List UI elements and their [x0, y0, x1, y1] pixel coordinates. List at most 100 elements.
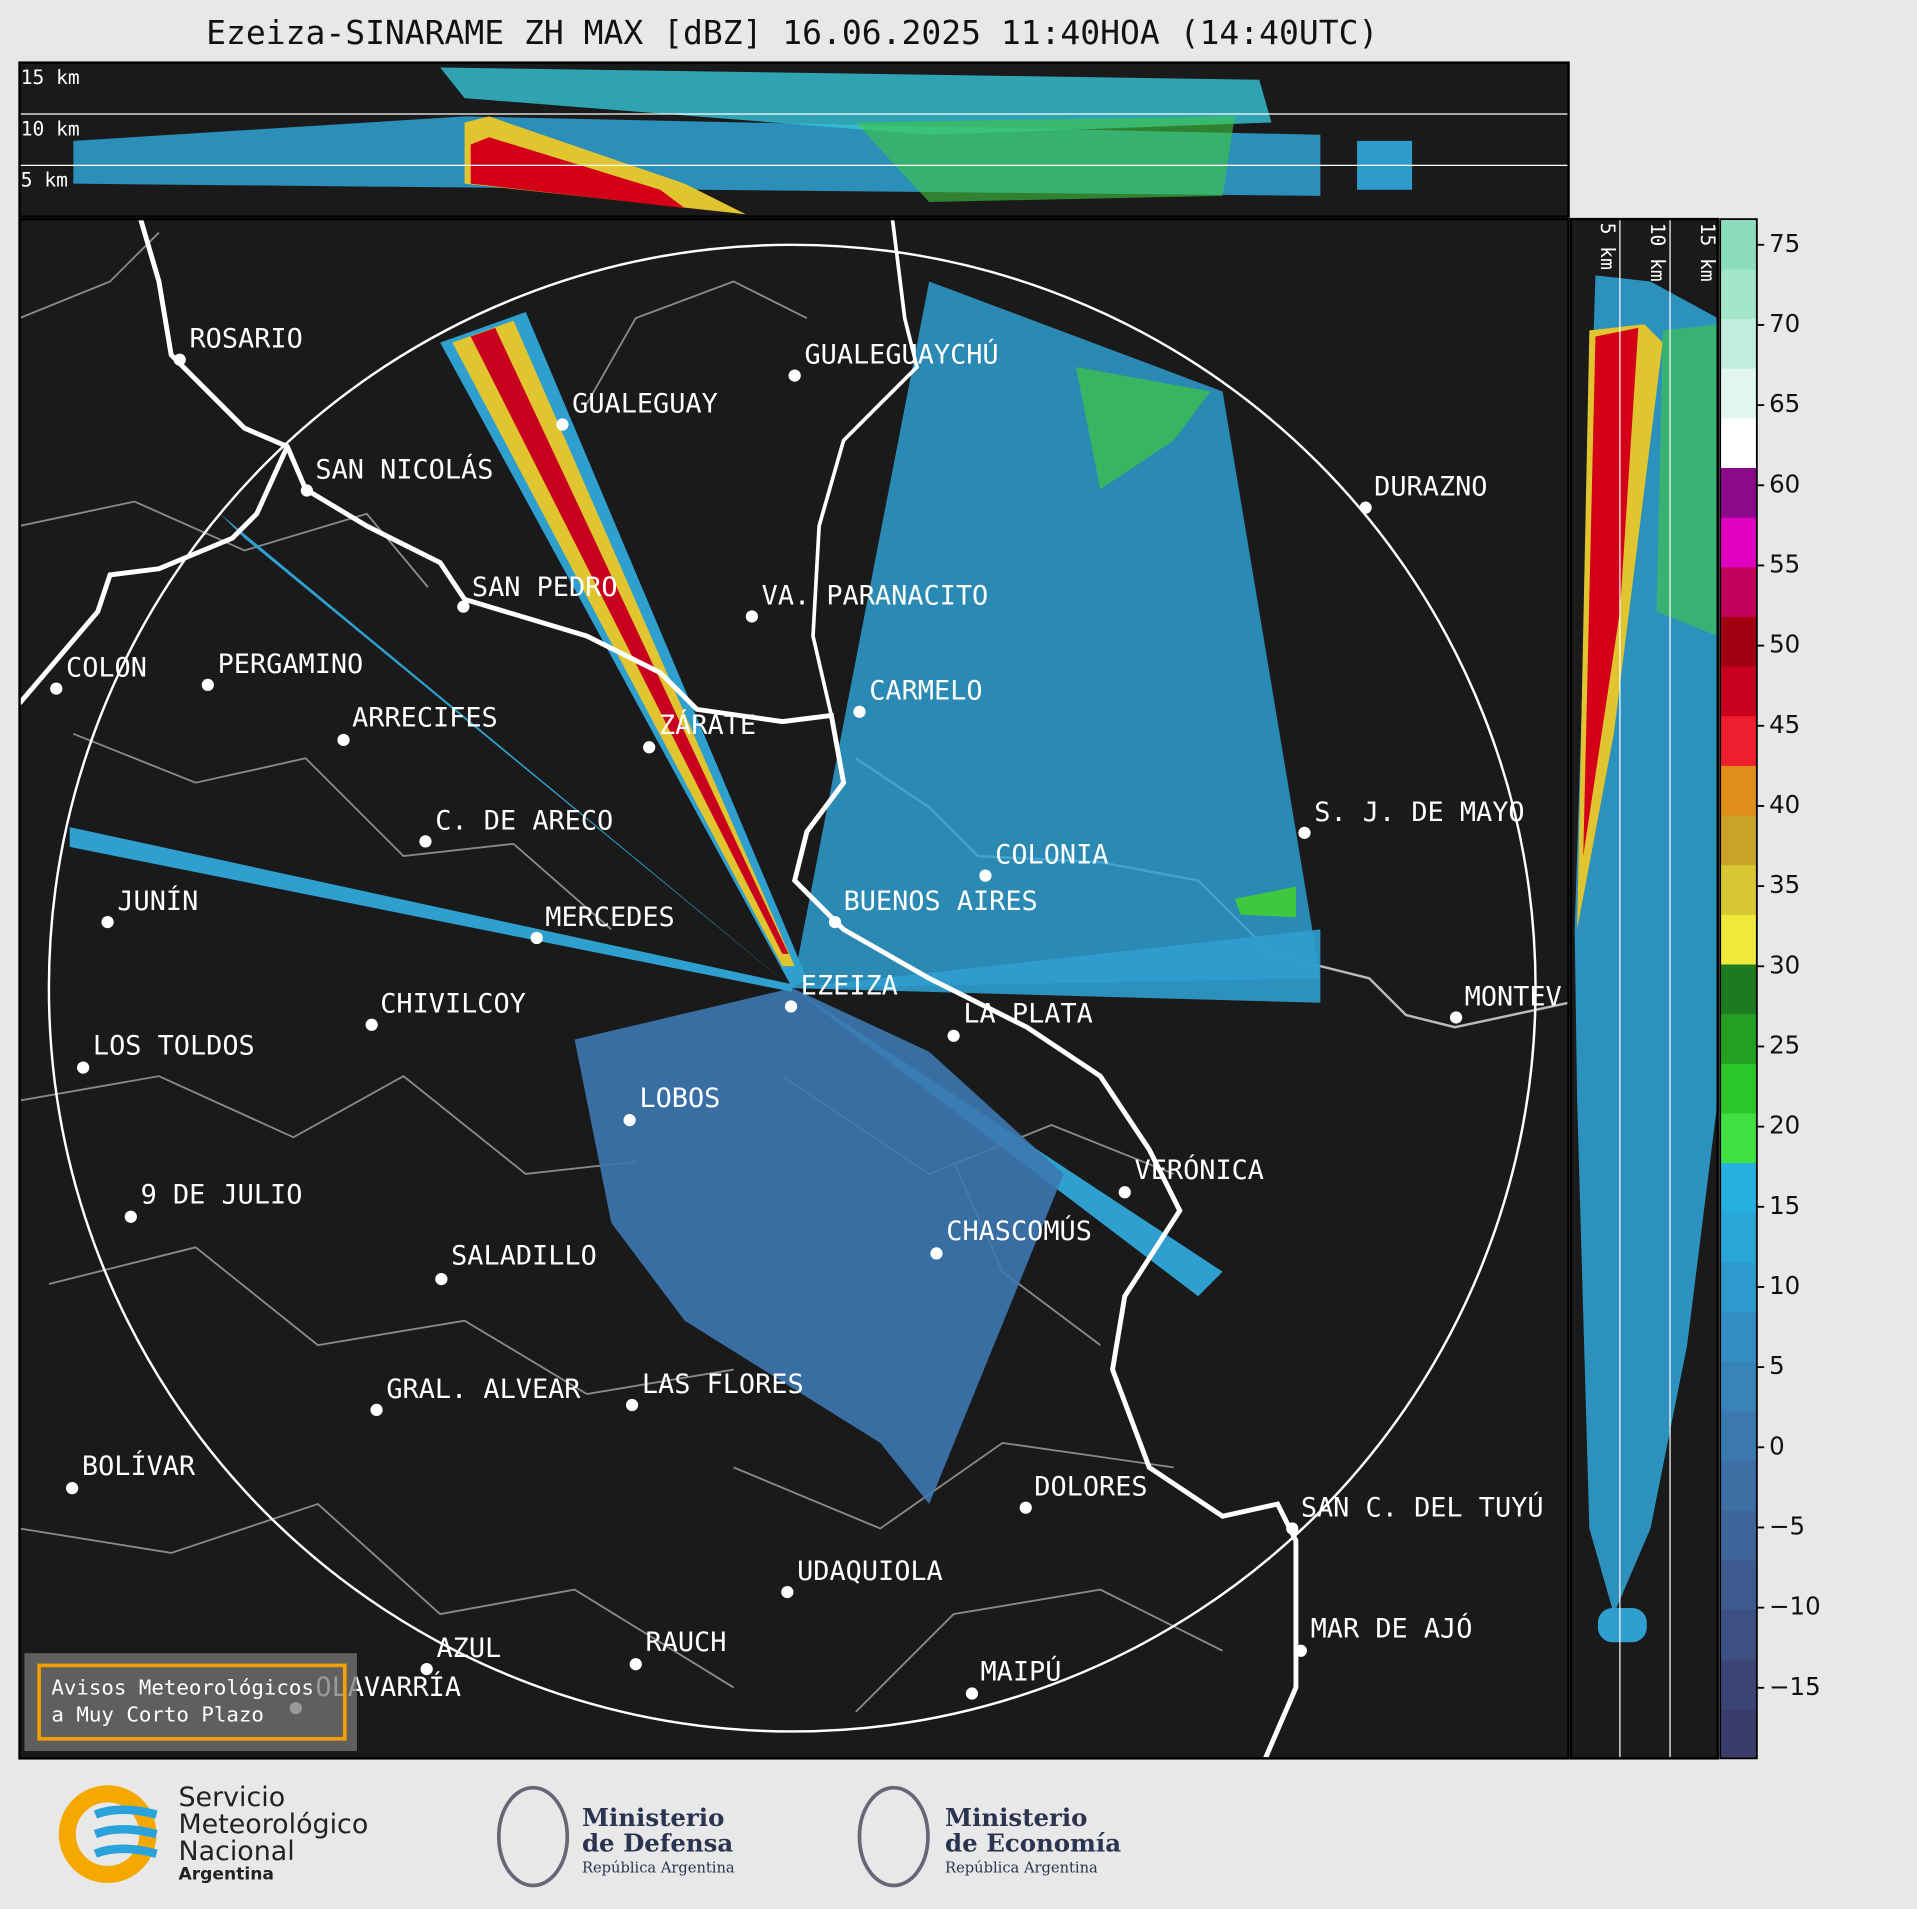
city-dot: [965, 1687, 979, 1700]
echo: [1583, 327, 1639, 857]
echo: [855, 116, 1235, 203]
city-dot: [173, 353, 186, 366]
river-coastline: [138, 219, 1299, 1759]
logo-text: Nacional: [178, 1836, 294, 1867]
colorbar-tick-label: 20: [1769, 1111, 1800, 1140]
border: [19, 445, 290, 705]
city-label: GRAL. ALVEAR: [386, 1374, 581, 1405]
colorbar-swatch: [1720, 814, 1757, 866]
logo-text: de Economía: [945, 1829, 1121, 1858]
city-label: MERCEDES: [545, 902, 674, 933]
city-dot: [1118, 1186, 1131, 1199]
city-label: LAS FLORES: [642, 1369, 804, 1400]
city-label: CHIVILCOY: [380, 989, 526, 1020]
echo: [1234, 886, 1296, 918]
echo: [574, 988, 1064, 1505]
city-dot: [1019, 1501, 1032, 1514]
colorbar-tick-label: 35: [1769, 870, 1800, 899]
notice-box[interactable]: [37, 1663, 347, 1741]
city-dot: [66, 1482, 79, 1495]
colorbar-swatch: [1720, 1013, 1757, 1064]
cities: ROSARIO GUALEGUAYCHÚ GUALEGUAY SAN NICOLÁS D…: [50, 324, 1562, 1715]
city-label: LOS TOLDOS: [93, 1030, 255, 1061]
colorbar-swatch: [1720, 1261, 1757, 1313]
range-ring: [47, 243, 1537, 1733]
colorbar-swatch: [1720, 665, 1757, 717]
colorbar-swatch: [1720, 864, 1757, 915]
colorbar-tick-label: 30: [1769, 950, 1800, 979]
city-dot: [50, 682, 63, 695]
city-dot: [979, 869, 992, 882]
city-dot: [419, 835, 432, 848]
city-dot: [784, 1000, 798, 1013]
colorbar-swatch: [1720, 1311, 1757, 1362]
height-label: 5 km: [1596, 223, 1619, 270]
echo: [220, 513, 793, 989]
notice-text: Avisos Meteorológicos: [51, 1676, 314, 1700]
city-label: S. J. DE MAYO: [1314, 797, 1524, 828]
city-dot: [788, 369, 801, 382]
height-label: 10 km: [1646, 223, 1669, 282]
colorbar-tick-label: 25: [1769, 1030, 1800, 1059]
city-label: BUENOS AIRES: [844, 886, 1038, 917]
city-label: SALADILLO: [451, 1241, 597, 1272]
colorbar-swatch: [1720, 1162, 1757, 1213]
city-dot: [457, 600, 470, 613]
city-label: COLONIA: [995, 840, 1108, 871]
city-label: AZUL: [436, 1633, 501, 1664]
map-frame: [18, 217, 1570, 1760]
colorbar-tick-label: 5: [1769, 1351, 1785, 1380]
title: Ezeiza-SINARAME ZH MAX [dBZ] 16.06.2025 …: [206, 13, 1378, 52]
colorbar-swatch: [1720, 1510, 1757, 1561]
city-dot: [1298, 826, 1311, 839]
logo-economia: Ministerio de Economía República Argenti…: [857, 1785, 1121, 1888]
logo-emblem: [857, 1785, 930, 1888]
logo-text: Servicio: [178, 1782, 285, 1813]
city-dot: [77, 1061, 90, 1074]
map: ROSARIO GUALEGUAYCHÚ GUALEGUAY SAN NICOLÁS D…: [19, 219, 1569, 1759]
city-dot: [828, 915, 842, 929]
colorbar-swatch: [1720, 318, 1757, 369]
height-label: 10 km: [21, 117, 80, 140]
city-label: BOLÍVAR: [82, 1450, 196, 1482]
height-label: 15 km: [1696, 223, 1719, 282]
colorbar-tick-label: −15: [1769, 1672, 1821, 1701]
colorbar-swatch: [1720, 417, 1757, 468]
echo: [470, 137, 685, 209]
city-dot: [625, 1398, 639, 1412]
logo-smn: Servicio Meteorológico Nacional Argentin…: [58, 1782, 368, 1884]
colorbar-tick-label: 15: [1769, 1191, 1800, 1220]
colorbar-swatch: [1720, 1559, 1757, 1610]
notice-text: a Muy Corto Plazo: [51, 1703, 264, 1727]
city-dot: [201, 678, 214, 692]
colorbar-tick-label: 0: [1769, 1431, 1785, 1460]
city-label: JUNÍN: [117, 885, 198, 917]
notice-backdrop: [24, 1653, 357, 1752]
city-label: ZÁRATE: [659, 709, 756, 741]
right-cross-section: 5 km 10 km 15 km: [1571, 219, 1719, 1759]
city-dot: [1359, 501, 1372, 514]
city-label: VERÓNICA: [1135, 1154, 1264, 1186]
colorbar-tick-label: 10: [1769, 1271, 1800, 1300]
city-label: MONTEV: [1465, 981, 1562, 1012]
city-dot: [930, 1247, 943, 1260]
colorbar-tick-label: −5: [1769, 1511, 1805, 1540]
city-label: GUALEGUAY: [572, 388, 718, 419]
colorbar-tick-label: 70: [1769, 309, 1800, 338]
city-label: GUALEGUAYCHÚ: [804, 339, 998, 371]
city-label: CHASCOMÚS: [946, 1215, 1092, 1247]
colorbar-tick-label: 65: [1769, 389, 1800, 418]
logo-text: Meteorológico: [178, 1809, 368, 1840]
logo-text: Ministerio: [582, 1803, 724, 1832]
colorbar-swatch: [1720, 616, 1757, 667]
colorbar-swatch: [1720, 467, 1757, 518]
colorbar-frame: [1719, 218, 1758, 1760]
city-label: LA PLATA: [963, 999, 1092, 1030]
colorbar-swatch: [1720, 1609, 1757, 1660]
city-dot: [1286, 1522, 1299, 1535]
city-dot: [300, 484, 313, 497]
city-dot: [745, 610, 758, 623]
city-dot: [781, 1585, 794, 1599]
city-label: COLON: [66, 653, 147, 684]
